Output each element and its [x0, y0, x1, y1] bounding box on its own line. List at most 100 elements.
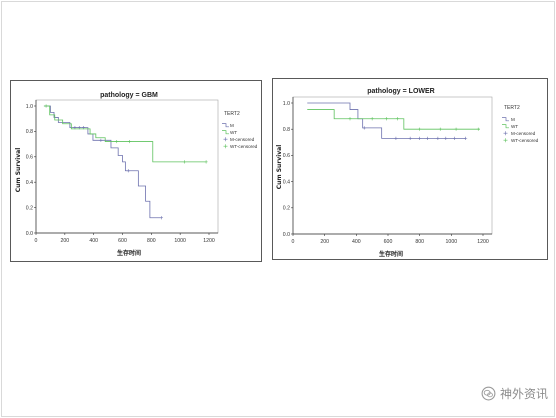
x-tick-label: 800 [147, 238, 156, 244]
legend-item: WT [502, 124, 518, 129]
censored-mark-m [159, 216, 164, 220]
legend-item: WT-censored [223, 144, 258, 149]
legend-censored-symbol [223, 144, 228, 149]
lower-survival-chart: pathology = LOWER Cum Survival 生存时间 0.00… [276, 88, 539, 258]
gbm-chart-panel: pathology = GBM Cum Survival 生存时间 0.0 0.2… [10, 80, 262, 262]
legend-title: TERT2 [224, 111, 240, 117]
survival-line-m [307, 102, 466, 139]
legend-line-symbol [502, 117, 509, 122]
survival-line-m [43, 105, 162, 219]
x-tick-label: 600 [384, 239, 393, 245]
censored-mark-m [452, 136, 457, 140]
legend-label: WT [511, 124, 518, 129]
censored-mark-wt [395, 117, 400, 121]
censored-mark-wt [182, 160, 187, 164]
censored-mark-wt [438, 127, 442, 131]
legend-line-symbol [222, 130, 229, 135]
x-axis-title: 生存时间 [379, 250, 403, 258]
censored-mark-m [362, 126, 366, 130]
x-tick-label: 1200 [203, 238, 215, 244]
censored-mark-wt [44, 104, 48, 108]
legend-item: WT [222, 130, 237, 135]
censored-mark-wt [128, 139, 132, 144]
censored-mark-wt [370, 117, 374, 121]
y-tick-label: 0.8 [283, 127, 290, 133]
x-tick-label: 800 [415, 239, 424, 245]
legend-title: TERT2 [504, 105, 520, 111]
censored-mark-m [126, 169, 130, 173]
censored-mark-m [444, 136, 448, 140]
survival-line-wt [43, 105, 207, 163]
legend-censored-symbol [503, 131, 508, 136]
plot-frame [292, 96, 493, 235]
lower-chart-panel: pathology = LOWER Cum Survival 生存时间 0.0 0… [272, 78, 548, 260]
censored-mark-wt [348, 117, 352, 121]
y-tick-label: 0.8 [26, 129, 33, 135]
x-tick-label: 400 [89, 238, 98, 244]
x-tick-label: 1000 [446, 239, 458, 245]
x-axis-title: 生存时间 [117, 249, 141, 257]
legend-item: WT-censored [503, 138, 539, 143]
legend-label: M-censored [230, 137, 255, 142]
plot-area: 0.0 0.2 0.4 0.6 0.8 1.0 0 200 400 600 800 1000 1200 [283, 96, 493, 245]
censored-mark-wt [476, 127, 480, 131]
legend: M WT M-censored WT-censored [502, 117, 539, 143]
legend-item: M [502, 117, 515, 122]
x-tick-label: 200 [61, 238, 70, 244]
watermark-text: 神外资讯 [500, 386, 549, 401]
censored-mark-m [408, 136, 412, 140]
x-tick-label: 1000 [174, 238, 186, 244]
x-tick-label: 600 [118, 238, 127, 244]
x-tick-label: 400 [352, 239, 361, 245]
censored-mark-wt [384, 117, 389, 121]
survival-line-wt [307, 109, 480, 130]
legend-censored-symbol [223, 137, 228, 142]
y-tick-label: 0.6 [283, 153, 290, 159]
y-axis-title: Cum Survival [15, 148, 22, 193]
y-tick-label: 0.2 [283, 206, 290, 212]
legend-label: WT-censored [511, 138, 539, 143]
censored-mark-m [99, 138, 103, 142]
chart-title: pathology = LOWER [367, 88, 434, 95]
y-tick-label: 0.0 [26, 231, 33, 237]
censored-mark-m [425, 136, 430, 140]
x-tick-label: 200 [320, 239, 329, 245]
x-tick-label: 0 [292, 239, 295, 245]
y-tick-label: 1.0 [26, 104, 33, 110]
plot-frame [35, 99, 219, 234]
y-tick-label: 0.4 [283, 179, 290, 185]
legend: M WT M-censored WT-censored [222, 123, 258, 149]
legend-line-symbol [222, 123, 229, 128]
y-tick-label: 0.0 [283, 232, 290, 238]
y-tick-label: 0.4 [26, 180, 33, 186]
x-tick-label: 1200 [477, 239, 489, 245]
censored-mark-wt [418, 127, 422, 131]
censored-mark-m [463, 136, 468, 140]
y-tick-label: 0.6 [26, 155, 33, 161]
legend-label: WT-censored [230, 144, 258, 149]
watermark: 神外资讯 [481, 384, 548, 402]
plot-area: 0.0 0.2 0.4 0.6 0.8 1.0 0 200 400 600 800 1000 1200 [26, 99, 219, 244]
legend-item: M-censored [503, 131, 536, 136]
y-tick-label: 0.2 [26, 205, 33, 211]
y-axis-title: Cum Survival [276, 145, 283, 190]
wechat-icon [481, 386, 496, 400]
legend-censored-symbol [503, 138, 508, 143]
legend-item: M-censored [223, 137, 255, 142]
legend-label: M [230, 123, 234, 128]
censored-mark-m [418, 136, 422, 140]
censored-mark-wt [204, 160, 208, 164]
legend-label: WT [230, 130, 237, 135]
censored-mark-wt [115, 139, 119, 144]
chart-title: pathology = GBM [100, 92, 158, 99]
gbm-survival-chart: pathology = GBM Cum Survival 生存时间 0.0 0.2… [15, 92, 258, 257]
x-tick-label: 0 [35, 238, 38, 244]
censored-mark-m [436, 136, 440, 140]
legend-item: M [222, 123, 234, 128]
y-tick-label: 1.0 [283, 101, 290, 107]
legend-label: M [511, 117, 515, 122]
legend-label: M-censored [511, 131, 536, 136]
censored-mark-m [394, 136, 398, 140]
legend-line-symbol [502, 124, 509, 129]
